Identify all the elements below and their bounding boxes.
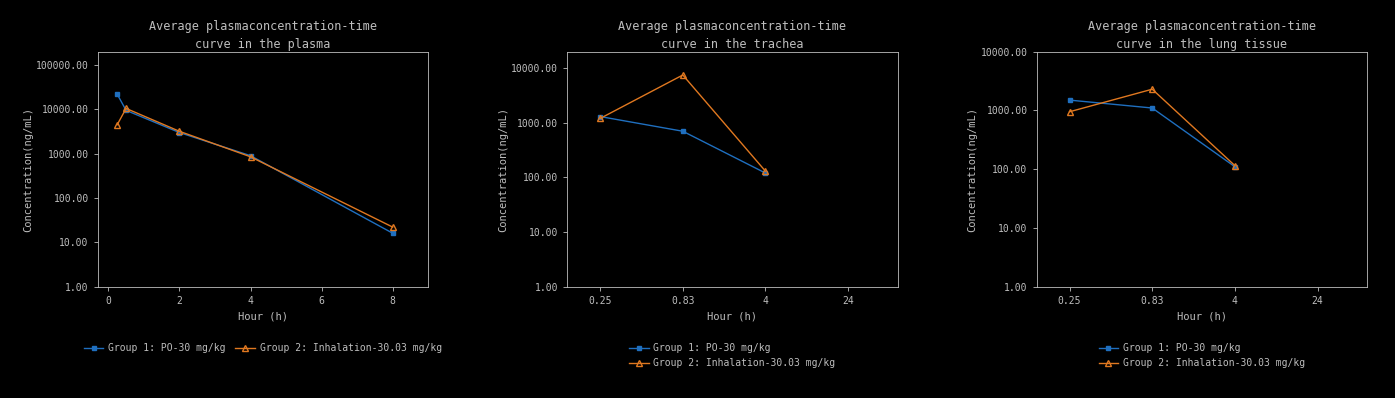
Legend: Group 1: PO-30 mg/kg, Group 2: Inhalation-30.03 mg/kg: Group 1: PO-30 mg/kg, Group 2: Inhalatio… xyxy=(629,343,836,368)
Group 2: Inhalation-30.03 mg/kg: (1, 7.5e+03): Inhalation-30.03 mg/kg: (1, 7.5e+03) xyxy=(674,72,691,77)
Y-axis label: Concentration(ng/mL): Concentration(ng/mL) xyxy=(498,107,508,232)
Line: Group 1: PO-30 mg/kg: Group 1: PO-30 mg/kg xyxy=(1067,98,1237,169)
Group 1: PO-30 mg/kg: (4, 900): PO-30 mg/kg: (4, 900) xyxy=(243,153,259,158)
Group 2: Inhalation-30.03 mg/kg: (2, 130): Inhalation-30.03 mg/kg: (2, 130) xyxy=(757,169,774,174)
Group 1: PO-30 mg/kg: (2, 120): PO-30 mg/kg: (2, 120) xyxy=(757,171,774,176)
Line: Group 2: Inhalation-30.03 mg/kg: Group 2: Inhalation-30.03 mg/kg xyxy=(597,72,769,175)
Title: Average plasmaconcentration-time
curve in the lung tissue: Average plasmaconcentration-time curve i… xyxy=(1088,20,1315,51)
Line: Group 1: PO-30 mg/kg: Group 1: PO-30 mg/kg xyxy=(597,114,767,176)
Group 2: Inhalation-30.03 mg/kg: (2, 3.2e+03): Inhalation-30.03 mg/kg: (2, 3.2e+03) xyxy=(172,129,188,134)
Group 2: Inhalation-30.03 mg/kg: (0.25, 4.5e+03): Inhalation-30.03 mg/kg: (0.25, 4.5e+03) xyxy=(109,122,126,127)
Group 2: Inhalation-30.03 mg/kg: (8, 22): Inhalation-30.03 mg/kg: (8, 22) xyxy=(384,225,400,230)
Group 2: Inhalation-30.03 mg/kg: (2, 115): Inhalation-30.03 mg/kg: (2, 115) xyxy=(1226,163,1243,168)
Title: Average plasmaconcentration-time
curve in the trachea: Average plasmaconcentration-time curve i… xyxy=(618,20,847,51)
Y-axis label: Concentration(ng/mL): Concentration(ng/mL) xyxy=(22,107,33,232)
Title: Average plasmaconcentration-time
curve in the plasma: Average plasmaconcentration-time curve i… xyxy=(149,20,377,51)
Group 1: PO-30 mg/kg: (0.25, 2.2e+04): PO-30 mg/kg: (0.25, 2.2e+04) xyxy=(109,92,126,97)
X-axis label: Hour (h): Hour (h) xyxy=(239,311,287,321)
Group 1: PO-30 mg/kg: (1, 1.1e+03): PO-30 mg/kg: (1, 1.1e+03) xyxy=(1144,105,1161,110)
Group 1: PO-30 mg/kg: (0, 1.3e+03): PO-30 mg/kg: (0, 1.3e+03) xyxy=(591,114,608,119)
Group 2: Inhalation-30.03 mg/kg: (0, 950): Inhalation-30.03 mg/kg: (0, 950) xyxy=(1062,109,1078,114)
Line: Group 1: PO-30 mg/kg: Group 1: PO-30 mg/kg xyxy=(114,92,395,236)
Group 1: PO-30 mg/kg: (2, 110): PO-30 mg/kg: (2, 110) xyxy=(1226,164,1243,169)
Group 2: Inhalation-30.03 mg/kg: (4, 850): Inhalation-30.03 mg/kg: (4, 850) xyxy=(243,154,259,159)
Group 1: PO-30 mg/kg: (0, 1.5e+03): PO-30 mg/kg: (0, 1.5e+03) xyxy=(1062,98,1078,103)
Legend: Group 1: PO-30 mg/kg, Group 2: Inhalation-30.03 mg/kg: Group 1: PO-30 mg/kg, Group 2: Inhalatio… xyxy=(84,343,442,353)
Group 1: PO-30 mg/kg: (1, 700): PO-30 mg/kg: (1, 700) xyxy=(674,129,691,134)
X-axis label: Hour (h): Hour (h) xyxy=(707,311,757,321)
Group 1: PO-30 mg/kg: (8, 16): PO-30 mg/kg: (8, 16) xyxy=(384,231,400,236)
Group 2: Inhalation-30.03 mg/kg: (0, 1.2e+03): Inhalation-30.03 mg/kg: (0, 1.2e+03) xyxy=(591,116,608,121)
Line: Group 2: Inhalation-30.03 mg/kg: Group 2: Inhalation-30.03 mg/kg xyxy=(114,105,396,230)
X-axis label: Hour (h): Hour (h) xyxy=(1177,311,1226,321)
Legend: Group 1: PO-30 mg/kg, Group 2: Inhalation-30.03 mg/kg: Group 1: PO-30 mg/kg, Group 2: Inhalatio… xyxy=(1099,343,1304,368)
Group 1: PO-30 mg/kg: (2, 3e+03): PO-30 mg/kg: (2, 3e+03) xyxy=(172,130,188,135)
Group 1: PO-30 mg/kg: (0.5, 9.5e+03): PO-30 mg/kg: (0.5, 9.5e+03) xyxy=(117,108,134,113)
Line: Group 2: Inhalation-30.03 mg/kg: Group 2: Inhalation-30.03 mg/kg xyxy=(1066,86,1239,169)
Group 2: Inhalation-30.03 mg/kg: (0.5, 1.05e+04): Inhalation-30.03 mg/kg: (0.5, 1.05e+04) xyxy=(117,106,134,111)
Group 2: Inhalation-30.03 mg/kg: (1, 2.3e+03): Inhalation-30.03 mg/kg: (1, 2.3e+03) xyxy=(1144,87,1161,92)
Y-axis label: Concentration(ng/mL): Concentration(ng/mL) xyxy=(968,107,978,232)
